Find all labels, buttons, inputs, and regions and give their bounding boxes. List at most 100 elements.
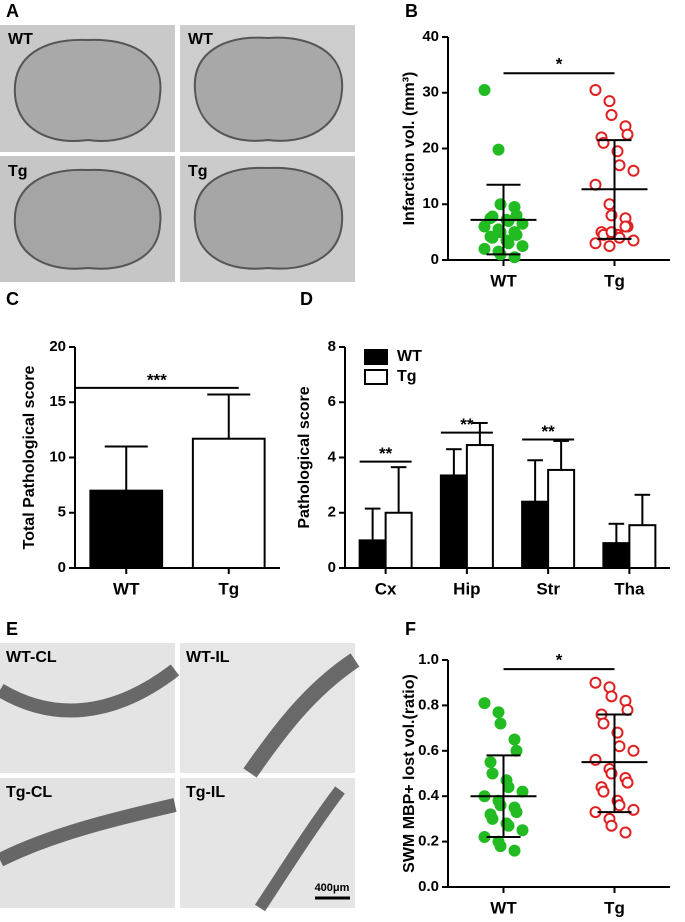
image-caption: Tg-IL <box>186 784 225 801</box>
data-point <box>478 83 491 96</box>
x-tick-label: WT <box>490 271 517 290</box>
y-tick-label: 0.0 <box>418 878 439 895</box>
data-point <box>486 812 499 825</box>
y-tick-label: 20 <box>49 338 66 355</box>
y-tick-label: 6 <box>328 393 336 410</box>
fiber-tract <box>243 653 360 778</box>
x-tick-label: Tg <box>604 271 625 290</box>
fiber-tract <box>0 664 180 718</box>
data-point <box>492 706 505 719</box>
brain-section <box>193 166 344 270</box>
data-point <box>494 840 507 853</box>
legend-swatch <box>364 349 388 365</box>
data-point <box>597 717 610 730</box>
y-axis-label: SWM MBP+ lost vol.(ratio) <box>401 674 418 873</box>
y-tick-label: 15 <box>49 393 66 410</box>
data-point <box>502 819 515 832</box>
y-tick-label: 2 <box>328 504 336 521</box>
bar <box>521 500 550 570</box>
bar <box>439 474 468 569</box>
y-tick-label: 0.4 <box>418 787 440 804</box>
data-point <box>478 697 491 710</box>
data-point <box>510 228 523 241</box>
y-tick-label: 1.0 <box>418 651 439 668</box>
data-point <box>516 785 529 798</box>
bar <box>384 511 413 569</box>
panel-label: E <box>6 619 18 639</box>
data-point <box>621 128 634 141</box>
x-tick-label: Hip <box>453 579 480 598</box>
axes <box>447 660 670 888</box>
y-tick-label: 0 <box>431 251 439 268</box>
image-caption: WT-CL <box>6 649 57 666</box>
data-point <box>603 95 616 108</box>
data-point <box>613 799 626 812</box>
data-point <box>508 844 521 857</box>
significance-label: * <box>556 55 563 74</box>
panel-a: A WT WT Tg Tg <box>0 1 355 282</box>
data-point <box>627 803 640 816</box>
image-caption: Tg-CL <box>6 784 52 801</box>
data-point <box>613 740 626 753</box>
y-tick-label: 8 <box>328 338 336 355</box>
y-tick-label: 0.6 <box>418 742 439 759</box>
significance-label: ** <box>542 422 556 441</box>
data-point <box>621 776 634 789</box>
x-tick-label: Tg <box>218 579 239 598</box>
data-point <box>492 143 505 156</box>
data-point <box>613 159 626 172</box>
panel-label: A <box>6 1 19 21</box>
x-tick-label: WT <box>490 898 517 917</box>
data-point <box>502 214 515 227</box>
image-caption: Tg <box>188 163 208 180</box>
data-point <box>619 220 632 233</box>
brain-section <box>193 36 344 142</box>
data-point <box>603 198 616 211</box>
significance-label: ** <box>379 444 393 463</box>
data-point <box>597 785 610 798</box>
legend-label: WT <box>397 348 422 365</box>
data-point <box>605 109 618 122</box>
fiber-tract <box>254 786 345 912</box>
y-tick-label: 20 <box>422 139 439 156</box>
image-caption: WT-IL <box>186 649 230 666</box>
panel-label: C <box>6 289 19 309</box>
y-tick-label: 0 <box>328 559 336 576</box>
data-point <box>605 819 618 832</box>
bar <box>602 542 631 570</box>
data-point <box>603 240 616 253</box>
data-point <box>589 83 602 96</box>
bar <box>547 468 576 569</box>
x-tick-label: Cx <box>375 579 397 598</box>
image-caption: WT <box>8 31 33 48</box>
significance-label: ** <box>460 415 474 434</box>
data-point <box>627 164 640 177</box>
panel-label: B <box>405 1 418 21</box>
bar <box>628 524 657 570</box>
image-caption: Tg <box>8 163 28 180</box>
panel-e: E WT-CL WT-IL Tg-CL Tg-IL 400μm <box>0 619 360 912</box>
y-tick-label: 30 <box>422 84 439 101</box>
x-tick-label: Tg <box>604 898 625 917</box>
significance-label: * <box>556 651 563 670</box>
data-point <box>589 753 602 766</box>
x-tick-label: WT <box>113 579 140 598</box>
significance-label: *** <box>147 370 167 389</box>
data-point <box>589 237 602 250</box>
data-point <box>510 744 523 757</box>
y-tick-label: 10 <box>49 448 66 465</box>
y-tick-label: 0.8 <box>418 696 439 713</box>
data-point <box>502 237 515 250</box>
legend-label: Tg <box>397 368 417 385</box>
x-tick-label: Tha <box>614 579 645 598</box>
bar <box>191 437 266 569</box>
y-tick-label: 40 <box>422 28 439 45</box>
y-axis-label: Pathological score <box>296 386 313 528</box>
x-tick-label: Str <box>536 579 560 598</box>
data-point <box>494 717 507 730</box>
data-point <box>508 733 521 746</box>
y-axis-label: Total Pathological score <box>21 366 38 550</box>
data-point <box>627 234 640 247</box>
brain-section <box>13 168 162 270</box>
